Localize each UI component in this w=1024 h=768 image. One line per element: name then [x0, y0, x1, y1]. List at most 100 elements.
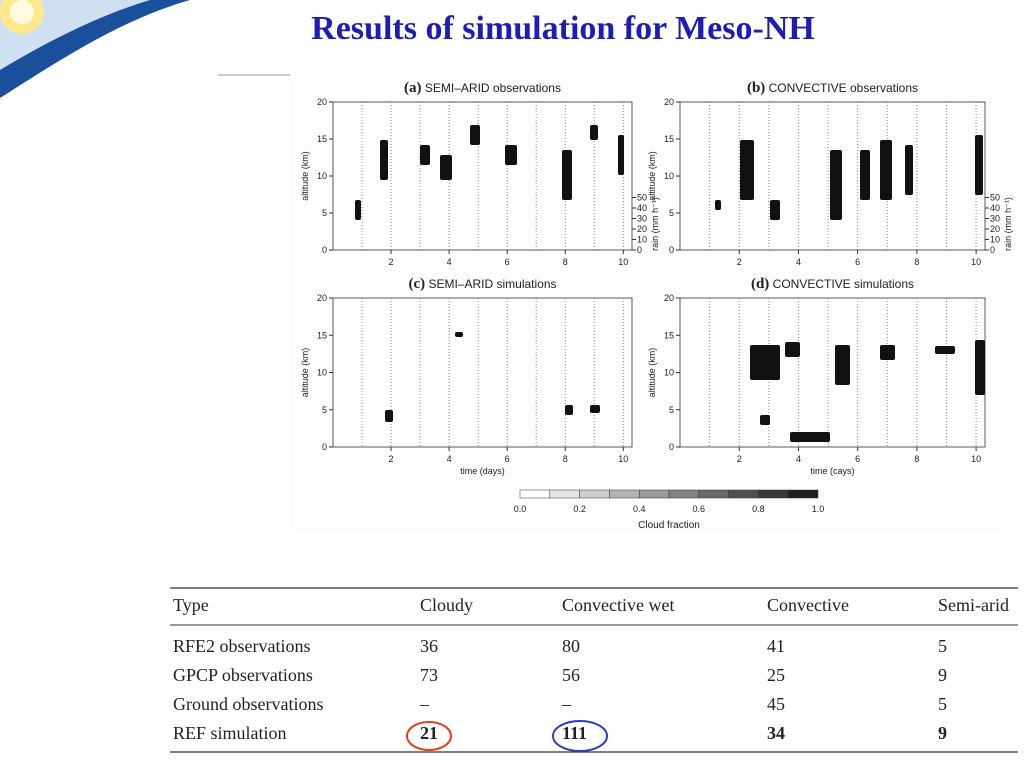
panel-name: CONVECTIVE observations	[769, 81, 918, 95]
x-tick-label: 2	[389, 454, 394, 464]
rain-tick-label: 30	[990, 214, 1000, 224]
y-tick-label: 0	[322, 442, 327, 452]
cloud	[355, 200, 361, 220]
colorbar-cell	[698, 489, 729, 499]
y-tick-label: 0	[322, 245, 327, 255]
y-tick-label: 20	[317, 293, 327, 303]
rain-tick-label: 10	[637, 235, 647, 245]
x-tick-label: 4	[447, 257, 452, 267]
table-header: Type	[173, 595, 209, 615]
table-cell: 36	[420, 636, 438, 656]
y-tick-label: 5	[669, 405, 674, 415]
table-cell: 45	[767, 694, 785, 714]
table-cell: RFE2 observations	[173, 636, 311, 656]
colorbar-tick-label: 0.4	[633, 504, 646, 514]
y-tick-label: 10	[317, 368, 327, 378]
y-tick-label: 15	[664, 330, 674, 340]
colorbar-cell	[609, 489, 640, 499]
panel-label: (d)	[751, 276, 769, 292]
table-cell: 5	[938, 694, 947, 714]
x-tick-label: 6	[505, 257, 510, 267]
cloud	[760, 415, 770, 425]
colorbar-cell	[549, 489, 580, 499]
x-tick-label: 6	[855, 454, 860, 464]
cloud	[590, 125, 598, 140]
table-cell: GPCP observations	[173, 665, 313, 685]
rain-tick-label: 0	[990, 245, 995, 255]
y-axis-label: altitude (km)	[647, 348, 657, 398]
x-tick-label: 8	[563, 454, 568, 464]
y-tick-label: 15	[664, 134, 674, 144]
colorbar-tick-label: 1.0	[812, 504, 825, 514]
table-cell: 34	[767, 723, 785, 743]
x-tick-label: 2	[389, 257, 394, 267]
panel-title: (d) CONVECTIVE simulations	[751, 276, 914, 292]
figure-bg	[290, 70, 1002, 532]
x-tick-label: 6	[855, 257, 860, 267]
y-tick-label: 15	[317, 330, 327, 340]
rain-tick-label: 50	[637, 193, 647, 203]
rain-tick-label: 40	[990, 203, 1000, 213]
table-cell: 25	[767, 665, 785, 685]
panel-name: SEMI–ARID observations	[425, 81, 561, 95]
colorbar-cell	[579, 489, 610, 499]
x-tick-label: 8	[563, 257, 568, 267]
rain-label: rain (mm h⁻¹)	[1003, 197, 1013, 251]
y-tick-label: 0	[669, 442, 674, 452]
colorbar-tick-label: 0.6	[693, 504, 706, 514]
y-tick-label: 5	[322, 405, 327, 415]
table-cell: 9	[938, 665, 947, 685]
cloud	[975, 340, 985, 395]
cloud	[505, 145, 517, 165]
x-tick-label: 6	[505, 454, 510, 464]
table-cell: 80	[562, 636, 580, 656]
y-axis-label: altitude (km)	[647, 151, 657, 201]
x-tick-label: 8	[914, 257, 919, 267]
rain-tick-label: 0	[637, 245, 642, 255]
cloud	[935, 346, 955, 354]
y-tick-label: 20	[664, 97, 674, 107]
rain-tick-label: 20	[990, 224, 1000, 234]
cloud	[905, 145, 913, 195]
rain-tick-label: 20	[637, 224, 647, 234]
rain-tick-label: 10	[990, 235, 1000, 245]
x-tick-label: 10	[971, 257, 981, 267]
colorbar-cell	[728, 489, 759, 499]
colorbar-tick-label: 0.8	[752, 504, 765, 514]
y-tick-label: 15	[317, 134, 327, 144]
colorbar-cell	[638, 489, 670, 499]
colorbar-tick-label: 0.0	[514, 504, 527, 514]
x-tick-label: 8	[914, 454, 919, 464]
table-cell: Ground observations	[173, 694, 323, 714]
panel-label: (b)	[747, 80, 765, 96]
table-cell: 73	[420, 665, 438, 685]
rain-tick-label: 30	[637, 214, 647, 224]
panel-title: (b) CONVECTIVE observations	[747, 80, 918, 96]
y-axis-label: altitude (km)	[300, 151, 310, 201]
panel-name: SEMI–ARID simulations	[428, 277, 556, 291]
x-tick-label: 4	[447, 454, 452, 464]
cloud	[880, 345, 895, 360]
panel-title: (a) SEMI–ARID observations	[404, 80, 561, 96]
panel-title: (c) SEMI–ARID simulations	[408, 276, 556, 292]
cloud	[385, 410, 393, 422]
highlight	[552, 720, 608, 752]
y-tick-label: 5	[669, 208, 674, 218]
y-tick-label: 20	[664, 293, 674, 303]
highlight	[406, 721, 452, 751]
cloud	[830, 150, 842, 220]
y-tick-label: 10	[664, 368, 674, 378]
table-cell: –	[419, 694, 430, 714]
cloud	[715, 200, 721, 210]
colorbar-cell	[519, 489, 551, 499]
y-tick-label: 0	[669, 245, 674, 255]
cloud	[785, 342, 800, 357]
table-cell: –	[561, 694, 572, 714]
cloud	[860, 150, 870, 200]
colorbar-label: Cloud fraction	[638, 520, 700, 531]
cloud	[420, 145, 430, 165]
x-tick-label: 4	[796, 454, 801, 464]
y-tick-label: 5	[322, 208, 327, 218]
